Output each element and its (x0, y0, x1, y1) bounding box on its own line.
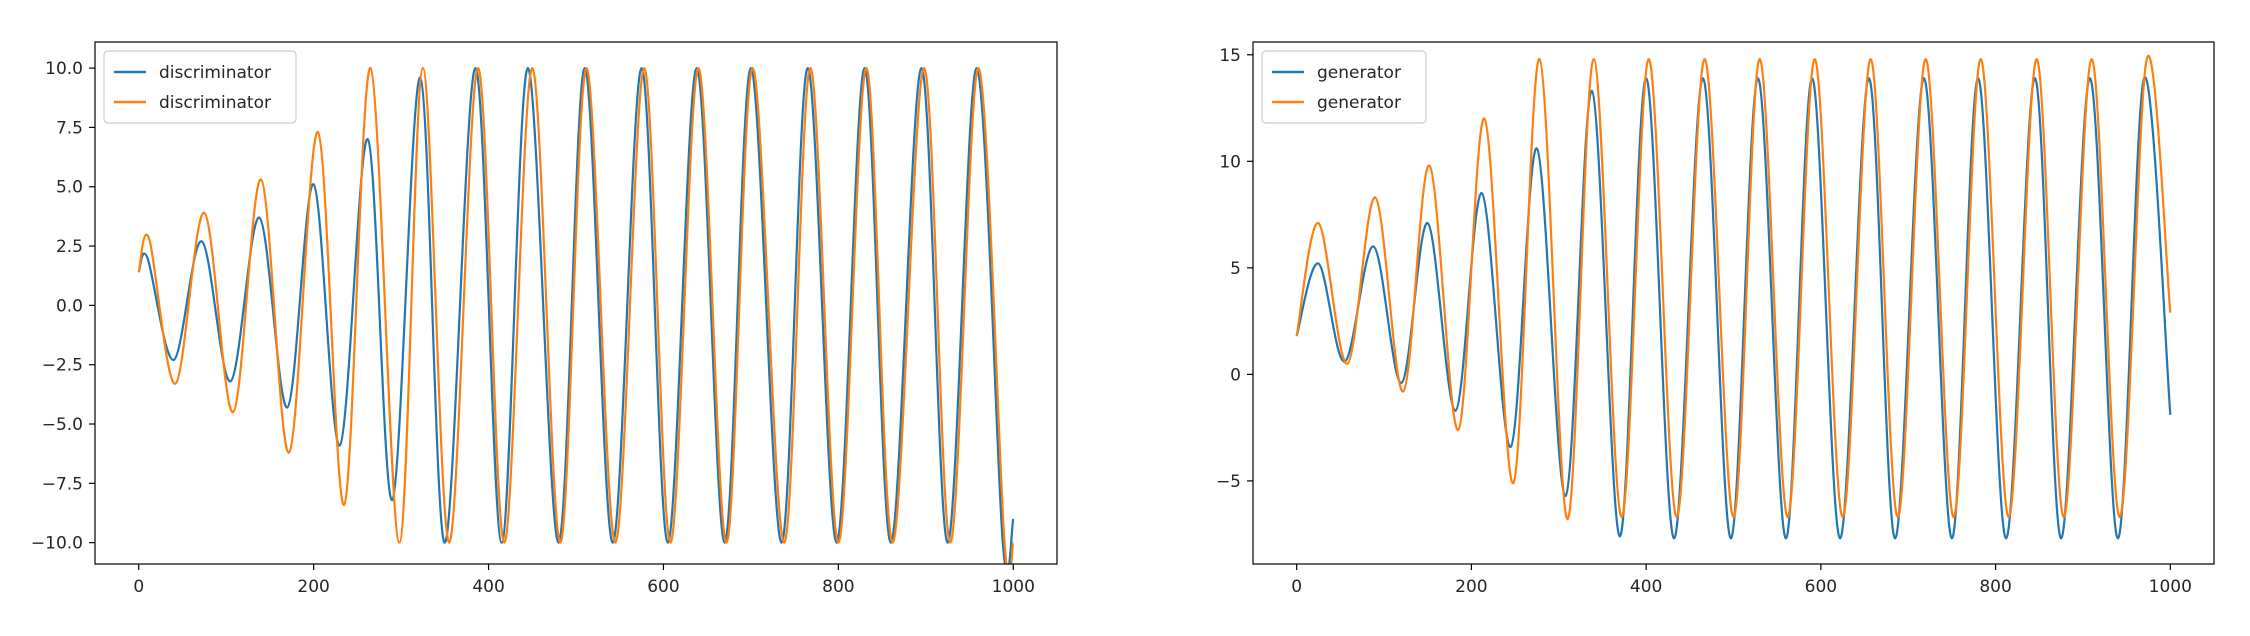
legend: generator generator (1261, 50, 1427, 124)
y-tick-label: −10.0 (31, 534, 83, 554)
series-line-1 (137, 67, 1015, 564)
x-tick-label: 0 (1291, 577, 1302, 597)
y-tick-label: 5 (1230, 259, 1241, 279)
chart-panel-2: 0 200 400 600 800 1000−5051015generatorgenera… (1216, 41, 2215, 597)
x-tick-label: 200 (1455, 577, 1487, 597)
legend-label: generator (1317, 63, 1401, 83)
series-line-2 (1295, 54, 2172, 521)
x-tick-label: 400 (1630, 577, 1662, 597)
legend-box (1261, 50, 1427, 124)
x-tick-label: 800 (1979, 577, 2011, 597)
y-tick-label: 5.0 (56, 178, 83, 198)
legend-label: discriminator (159, 63, 271, 83)
y-tick-label: −5 (1216, 472, 1241, 492)
axes-frame (94, 41, 1058, 565)
legend-label: discriminator (159, 93, 271, 113)
y-tick-label: −5.0 (42, 415, 83, 435)
x-tick-label: 1000 (2149, 577, 2192, 597)
series-line-1 (1295, 76, 2172, 540)
y-tick-label: 10 (1219, 152, 1241, 172)
x-tick-label: 200 (297, 577, 329, 597)
y-tick-label: 10.0 (45, 59, 83, 79)
legend: discriminator discriminator (103, 50, 297, 124)
y-tick-label: 2.5 (56, 237, 83, 257)
x-tick-label: 1000 (992, 577, 1035, 597)
x-tick-label: 600 (647, 577, 679, 597)
legend-label: generator (1317, 93, 1401, 113)
chart-panel-1: 0 200 400 600 800 1000 −10.0 −7.5 −5.0 −2.5 0.0 2.5… (31, 41, 1058, 597)
x-tick-label: 400 (472, 577, 504, 597)
x-tick-label: 0 (133, 577, 144, 597)
y-tick-label: 7.5 (56, 118, 83, 138)
legend-box (103, 50, 297, 124)
x-tick-label: 800 (822, 577, 854, 597)
axes-frame (1252, 41, 2215, 565)
y-tick-label: 0 (1230, 365, 1241, 385)
y-tick-label: −2.5 (42, 356, 83, 376)
y-tick-label: 15 (1219, 46, 1241, 66)
x-tick-label: 600 (1805, 577, 1837, 597)
series-line-2 (137, 66, 1015, 564)
y-tick-label: 0.0 (56, 296, 83, 316)
panels: 0 200 400 600 800 1000−10.0−7.5−5.0−2.50.02.5… (31, 41, 2215, 597)
y-tick-label: −7.5 (42, 474, 83, 494)
